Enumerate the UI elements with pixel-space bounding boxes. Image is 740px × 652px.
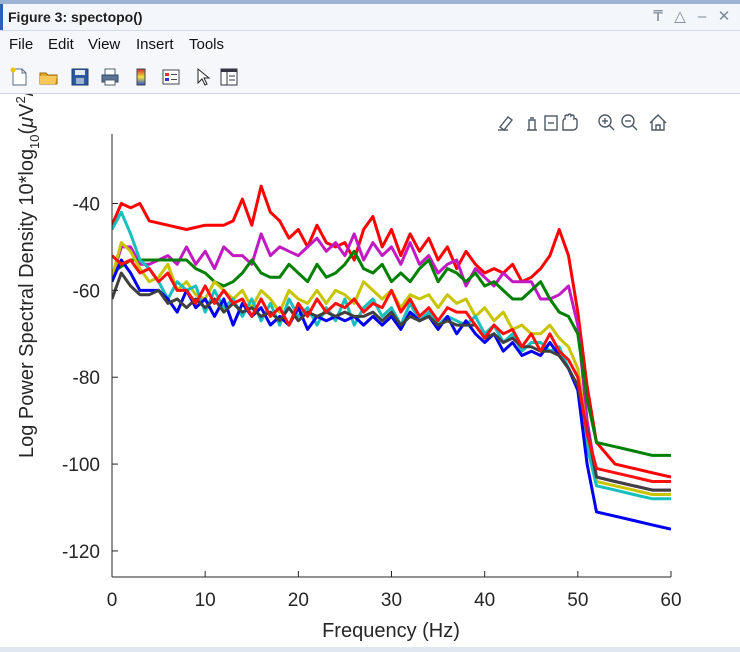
- new-figure-icon[interactable]: [8, 66, 30, 88]
- print-icon[interactable]: [99, 66, 121, 88]
- plot-lines: [112, 184, 671, 531]
- title-accent: [0, 4, 3, 30]
- menu-bar: File Edit View Insert Tools: [0, 31, 740, 57]
- brush-icon[interactable]: [498, 116, 513, 131]
- x-axis-label: Frequency (Hz): [322, 620, 460, 642]
- home-icon[interactable]: [649, 114, 667, 131]
- axes-toolbar: [498, 113, 667, 131]
- series-line-6: [112, 258, 671, 531]
- pan-icon[interactable]: [562, 113, 578, 131]
- x-tick-label: 60: [660, 590, 681, 611]
- y-tick-label: -40: [73, 194, 100, 215]
- zoom-box-icon[interactable]: [544, 115, 558, 131]
- series-line-3: [112, 249, 671, 457]
- zoom-out-icon[interactable]: [621, 114, 638, 131]
- window-top-strip: [0, 0, 740, 4]
- spectrum-chart: 0 10 20 30 40 50 60 -40 -60 -80 -100 -120 Frequenc…: [0, 60, 740, 647]
- x-tick-label: 20: [288, 590, 309, 611]
- x-tick-label: 0: [107, 590, 118, 611]
- x-ticks: 0 10 20 30 40 50 60: [107, 571, 682, 611]
- x-tick-label: 30: [381, 590, 402, 611]
- x-tick-label: 40: [474, 590, 495, 611]
- menu-tools[interactable]: Tools: [189, 36, 225, 53]
- property-inspector-icon[interactable]: [218, 66, 240, 88]
- close-icon[interactable]: ✕: [717, 8, 731, 25]
- legend-icon[interactable]: [160, 66, 182, 88]
- pin-icon[interactable]: ₸: [653, 8, 663, 25]
- y-tick-label: -80: [73, 368, 100, 389]
- minimize-icon[interactable]: –: [697, 8, 707, 25]
- figure-toolbar: [0, 57, 740, 94]
- menu-view[interactable]: View: [88, 36, 121, 53]
- figure-canvas: 0 10 20 30 40 50 60 -40 -60 -80 -100 -120 Frequenc…: [0, 60, 740, 647]
- y-ticks: -40 -60 -80 -100 -120: [62, 194, 118, 563]
- x-tick-label: 50: [567, 590, 588, 611]
- open-icon[interactable]: [38, 66, 60, 88]
- y-tick-label: -120: [62, 542, 100, 563]
- y-tick-label: -60: [73, 281, 100, 302]
- save-icon[interactable]: [69, 66, 91, 88]
- series-line-7: [112, 271, 671, 492]
- window-controls: ₸ △ – ✕: [650, 7, 732, 27]
- colorbar-icon[interactable]: [130, 66, 152, 88]
- series-line-1: [112, 184, 671, 479]
- series-line-8: [112, 254, 671, 483]
- x-tick-label: 10: [195, 590, 216, 611]
- data-tips-icon[interactable]: [527, 117, 537, 131]
- window-title: Figure 3: spectopo(): [8, 9, 143, 25]
- series-line-2: [112, 232, 671, 492]
- menu-edit[interactable]: Edit: [48, 36, 74, 53]
- y-tick-label: -100: [62, 455, 100, 476]
- maximize-icon[interactable]: △: [674, 8, 686, 25]
- menu-file[interactable]: File: [9, 36, 34, 53]
- menu-insert[interactable]: Insert: [136, 36, 174, 53]
- pointer-icon[interactable]: [192, 66, 214, 88]
- zoom-in-icon[interactable]: [598, 114, 615, 131]
- title-bar: Figure 3: spectopo() ₸ △ – ✕: [0, 4, 740, 31]
